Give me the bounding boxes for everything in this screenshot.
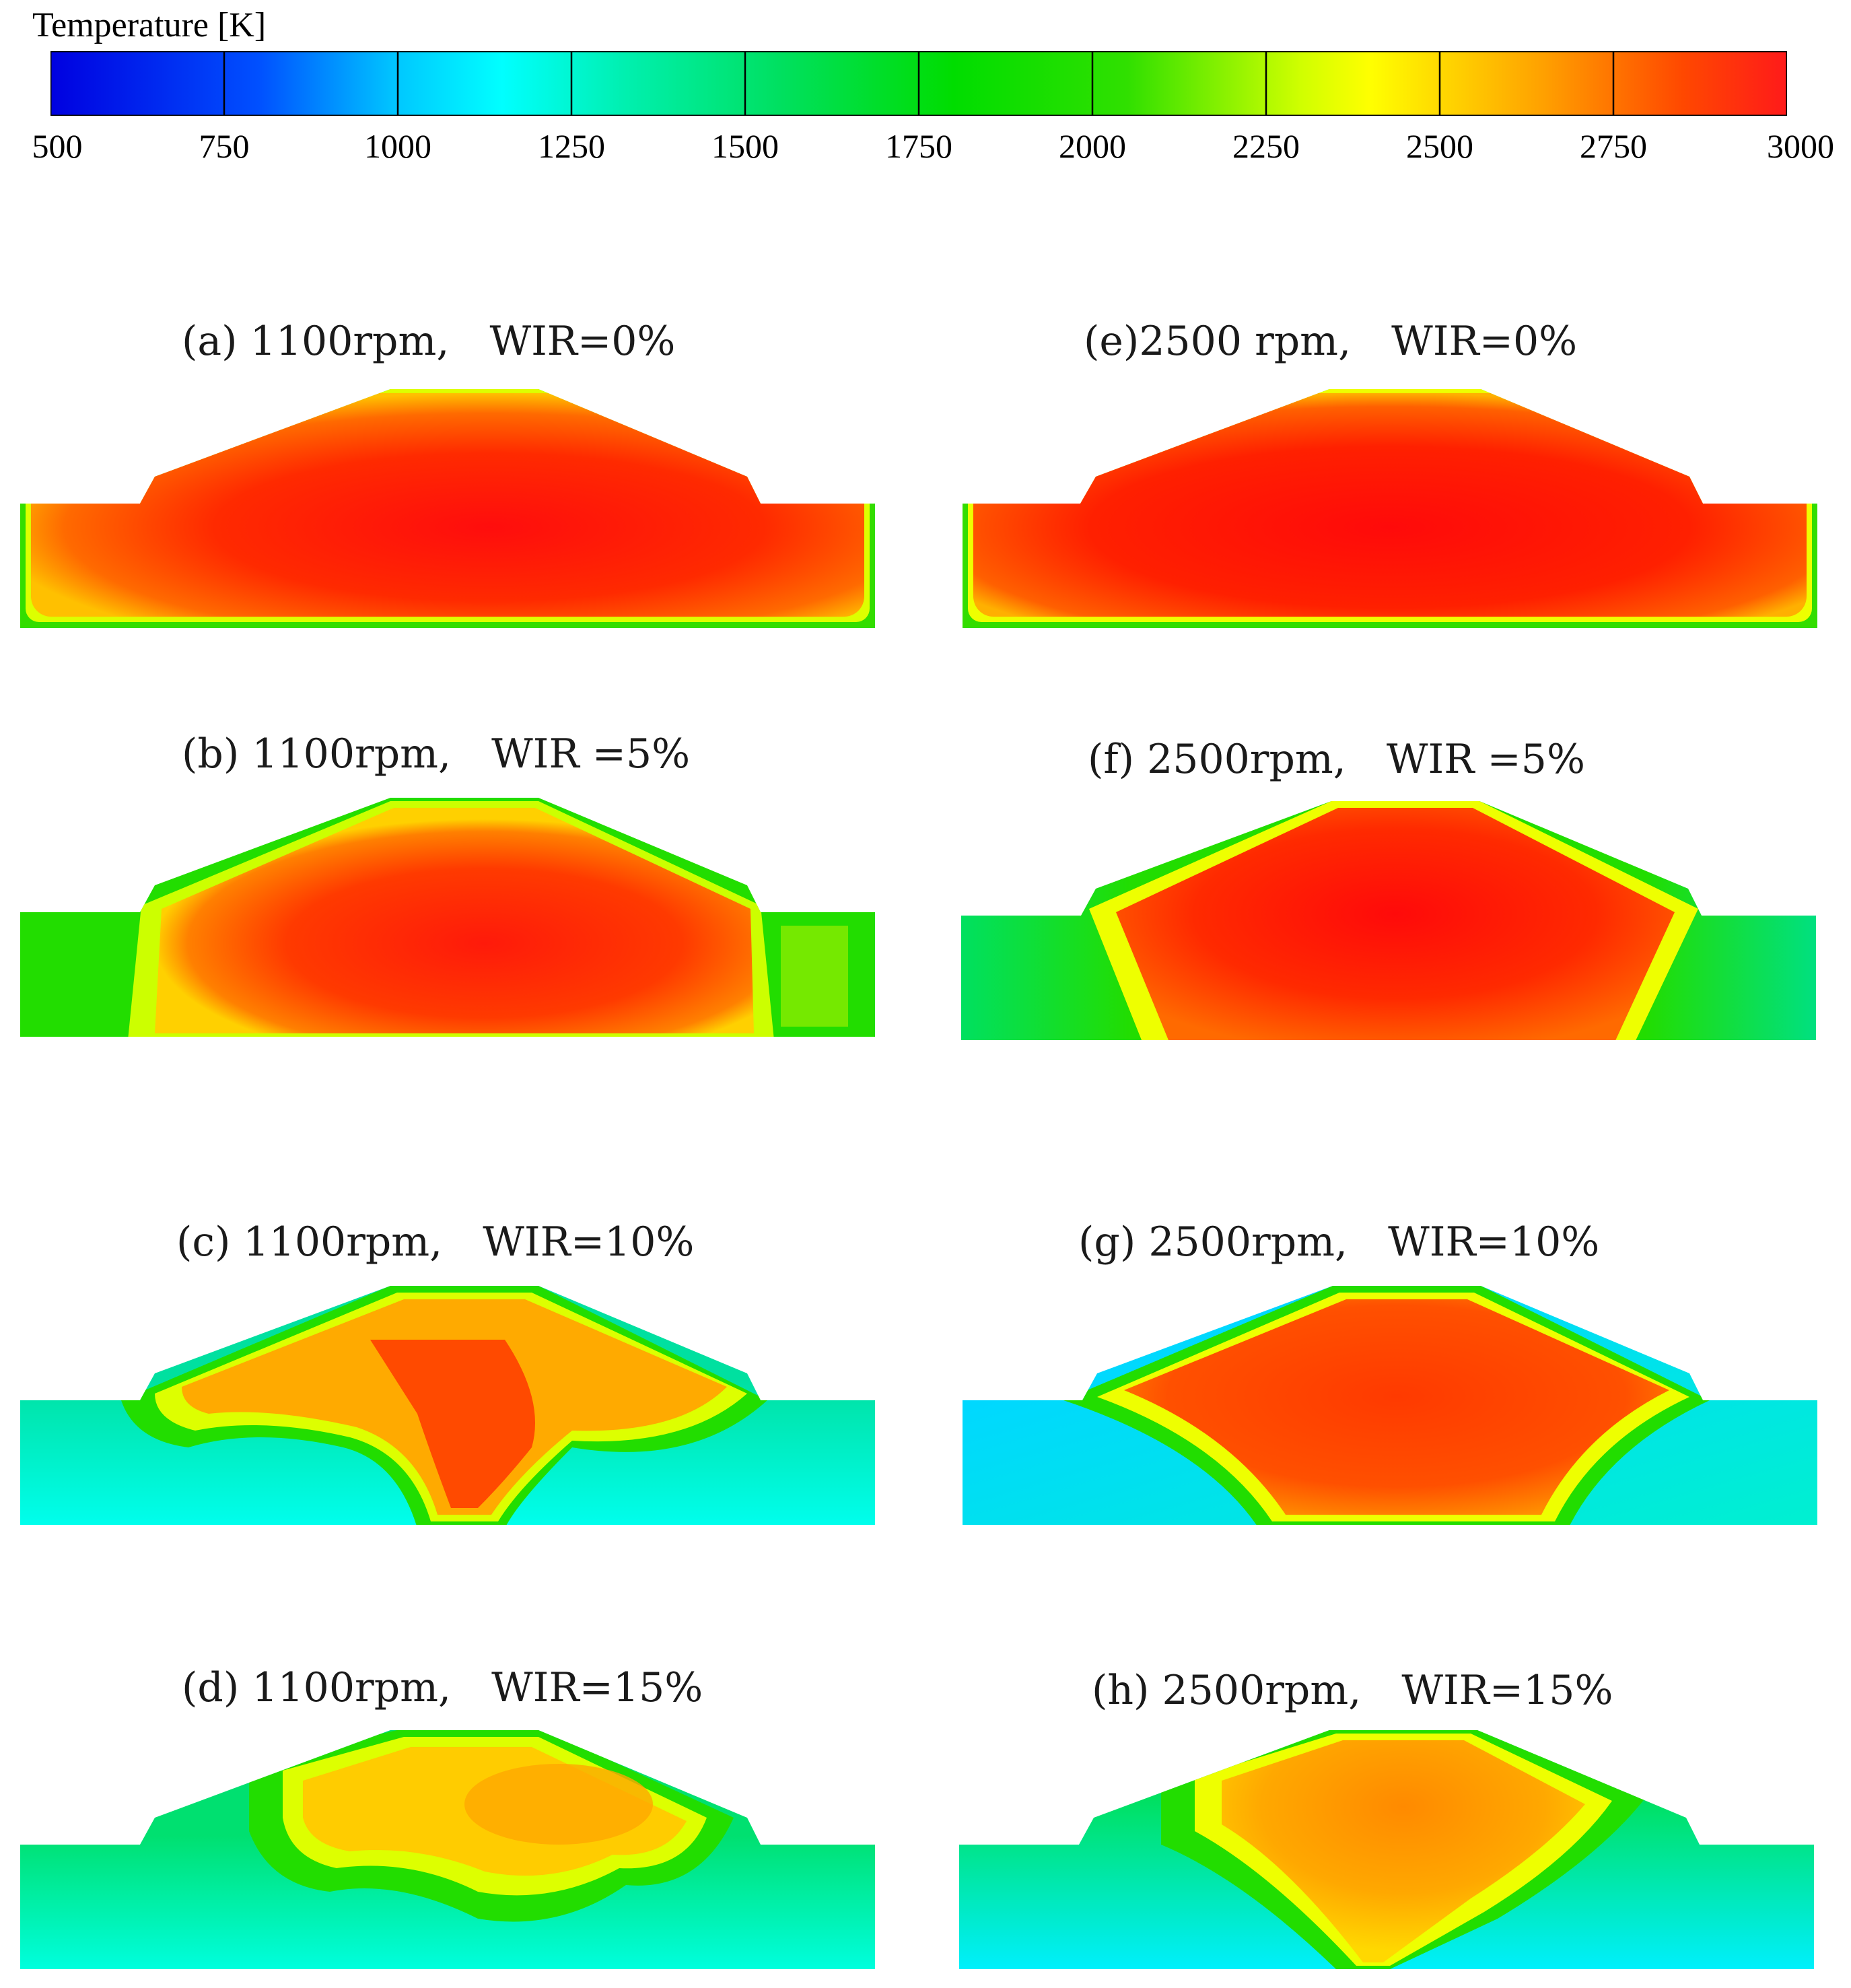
colorbar-tick-label: 3000 — [1767, 127, 1834, 165]
temperature-field-h — [959, 1730, 1814, 1969]
temperature-field-a — [20, 389, 875, 628]
temperature-field-f — [961, 801, 1816, 1040]
colorbar-tick-label: 1500 — [711, 127, 779, 165]
colorbar-title: Temperature [K] — [32, 6, 267, 44]
colorbar-tick-label: 1750 — [885, 127, 952, 165]
panel-title-g: (g) 2500rpm, WIR=10% — [1078, 1219, 1599, 1266]
panel-title-c: (c) 1100rpm, WIR=10% — [176, 1219, 694, 1266]
panel-title-h: (h) 2500rpm, WIR=15% — [1092, 1667, 1613, 1714]
temperature-field-e — [963, 389, 1817, 628]
temperature-field-b — [20, 798, 875, 1037]
panel-wir: WIR =5% — [1386, 736, 1585, 783]
panel-title-e: (e)2500 rpm, WIR=0% — [1084, 318, 1577, 365]
panel-wir: WIR=10% — [1388, 1219, 1600, 1266]
colorbar — [50, 51, 1787, 116]
panel-speed: 2500 rpm, — [1139, 318, 1352, 365]
panel-speed: 1100rpm, — [252, 1664, 452, 1711]
panel-wir: WIR=10% — [483, 1219, 695, 1266]
colorbar-tick-label: 2250 — [1232, 127, 1300, 165]
panel-wir: WIR=0% — [1391, 318, 1578, 365]
panel-wir: WIR=0% — [489, 318, 676, 365]
colorbar-tick-label: 500 — [32, 127, 83, 165]
panel-speed: 2500rpm, — [1147, 736, 1346, 783]
colorbar-tick-label: 2750 — [1580, 127, 1647, 165]
temperature-field-c — [20, 1286, 875, 1525]
temperature-field-g — [963, 1286, 1817, 1525]
panel-title-a: (a) 1100rpm, WIR=0% — [182, 318, 675, 365]
panel-letter: (b) — [182, 730, 240, 778]
panel-title-b: (b) 1100rpm, WIR =5% — [182, 730, 690, 778]
colorbar-tick-label: 1000 — [364, 127, 431, 165]
panel-letter: (e) — [1084, 318, 1140, 365]
panel-letter: (d) — [182, 1664, 240, 1711]
temperature-field-d — [20, 1730, 875, 1969]
panel-speed: 1100rpm, — [252, 730, 452, 778]
panel-letter: (h) — [1092, 1667, 1150, 1714]
panel-speed: 2500rpm, — [1162, 1667, 1362, 1714]
panel-wir: WIR=15% — [491, 1664, 703, 1711]
panel-letter: (c) — [176, 1219, 231, 1266]
panel-speed: 1100rpm, — [250, 318, 450, 365]
panel-wir: WIR=15% — [1401, 1667, 1613, 1714]
panel-speed: 1100rpm, — [243, 1219, 443, 1266]
panel-letter: (g) — [1078, 1219, 1136, 1266]
panel-speed: 2500rpm, — [1148, 1219, 1348, 1266]
panel-title-d: (d) 1100rpm, WIR=15% — [182, 1664, 703, 1711]
colorbar-tick-label: 750 — [199, 127, 250, 165]
colorbar-tick-label: 2000 — [1059, 127, 1126, 165]
panel-wir: WIR =5% — [491, 730, 691, 778]
panel-letter: (f) — [1088, 736, 1135, 783]
colorbar-tick-label: 2500 — [1406, 127, 1473, 165]
panel-title-f: (f) 2500rpm, WIR =5% — [1088, 736, 1585, 783]
colorbar-tick-label: 1250 — [538, 127, 605, 165]
panel-letter: (a) — [182, 318, 238, 365]
